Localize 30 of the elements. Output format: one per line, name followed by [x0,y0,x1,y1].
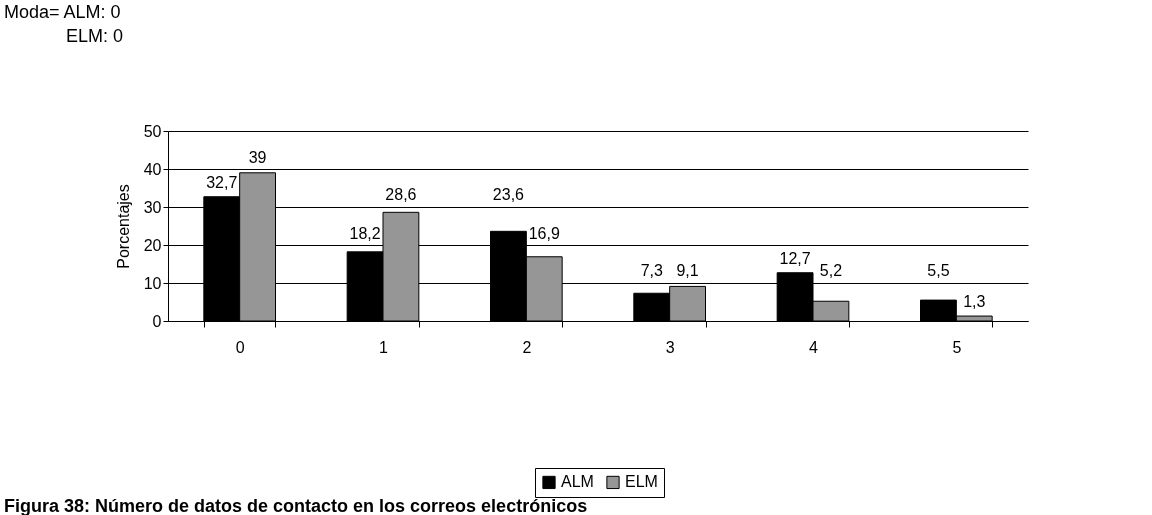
data-label: 18,2 [349,224,381,242]
x-tick-label: 4 [809,338,819,356]
y-tick-label: 0 [152,312,162,330]
data-label: 7,3 [640,262,663,280]
data-label: 5,2 [819,262,843,280]
data-label: 16,9 [528,224,560,242]
x-tick-label: 0 [235,338,245,356]
text: Moda= ALM: 0 [4,1,122,24]
data-label: 1,3 [963,293,986,311]
text: Figura 38: Número de datos de contacto en los correos electrónicos [4,496,588,515]
x-tick-label: 5 [952,338,962,356]
data-label: 9,1 [676,262,699,280]
data-label: 12,7 [779,249,811,267]
y-tick-label: 40 [143,160,162,178]
x-tick-label: 3 [665,338,675,356]
legend-label: ELM [625,473,658,491]
data-label: 23,6 [492,186,525,204]
data-label: 39 [248,148,267,166]
data-label: 32,7 [206,173,238,191]
x-tick-label: 1 [379,338,389,356]
text: ELM: 0 [65,25,124,48]
x-tick-label: 2 [522,338,532,356]
y-axis-title: Porcentajes [114,184,132,269]
y-tick-label: 50 [143,122,162,140]
y-tick-label: 30 [143,198,162,216]
y-tick-label: 20 [143,236,162,254]
legend-label: ALM [561,473,594,491]
data-label: 5,5 [927,262,950,280]
data-label: 28,6 [385,186,417,204]
y-tick-label: 10 [143,274,162,292]
